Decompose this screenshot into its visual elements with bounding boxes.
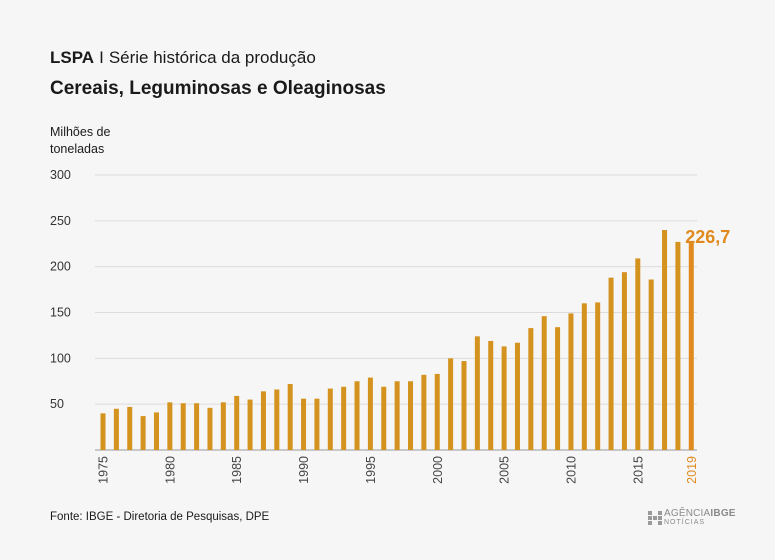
x-tick-label: 2010: [564, 456, 578, 484]
x-tick-label: 2005: [498, 456, 512, 484]
title-prefix: LSPA: [50, 48, 95, 67]
title-text: Série histórica da produção: [108, 48, 316, 67]
chart-subtitle: Cereais, Leguminosas e Oleaginosas: [50, 78, 386, 99]
bar-1995: [367, 377, 373, 450]
bar-2002: [461, 361, 467, 450]
title-separator: I: [99, 48, 104, 67]
bar-1987: [260, 391, 266, 450]
bar-1981: [180, 403, 186, 450]
logo-brand: AGÊNCIAIBGE: [664, 508, 736, 519]
bar-1988: [274, 389, 280, 450]
ibge-logo-icon: [648, 511, 662, 525]
y-tick-label: 50: [50, 397, 64, 411]
y-axis-unit-label: Milhões de toneladas: [50, 125, 111, 156]
bar-2006: [514, 342, 520, 450]
bar-1993: [341, 386, 347, 450]
bar-1977: [127, 406, 133, 450]
bar-1997: [394, 381, 400, 450]
bar-2003: [474, 336, 480, 450]
bar-1986: [247, 399, 253, 450]
bar-1980: [167, 402, 173, 450]
bar-2013: [608, 277, 614, 450]
x-tick-label: 1975: [97, 456, 111, 484]
bar-2015: [635, 258, 641, 450]
bar-2010: [568, 313, 574, 450]
bar-1998: [408, 381, 414, 450]
bar-1984: [220, 402, 226, 450]
agencia-ibge-logo: AGÊNCIAIBGE NOTÍCIAS: [648, 509, 736, 527]
bar-2000: [434, 373, 440, 450]
bar-1979: [153, 412, 159, 450]
x-tick-labels: 1975 1980 1985 1990 1995 2000 2005 2010 2015 2019: [97, 456, 699, 484]
y-tick-label: 150: [50, 306, 71, 320]
x-tick-label: 2019: [685, 456, 699, 484]
logo-sub: NOTÍCIAS: [664, 519, 706, 526]
bar-1992: [327, 388, 333, 450]
bar-2009: [555, 327, 561, 450]
source-note: Fonte: IBGE - Diretoria de Pesquisas, DP…: [50, 511, 270, 523]
bar-2005: [501, 346, 507, 450]
y-tick-label: 300: [50, 168, 71, 182]
bars: [100, 230, 694, 450]
x-tick-label: 1985: [230, 456, 244, 484]
bar-1991: [314, 398, 320, 450]
bar-1982: [194, 403, 200, 450]
bar-2007: [528, 328, 534, 450]
y-tick-label: 100: [50, 351, 71, 365]
bar-2019: [688, 242, 694, 450]
bar-1978: [140, 416, 146, 450]
bar-2014: [621, 272, 627, 450]
bar-1996: [381, 386, 387, 450]
bar-2004: [488, 340, 494, 450]
x-tick-label: 1990: [297, 456, 311, 484]
value-annotation-2019: 226,7: [685, 227, 730, 247]
bar-1990: [301, 398, 307, 450]
bar-2018: [675, 241, 681, 450]
bar-1999: [421, 374, 427, 450]
y-tick-labels: 50 100 150 200 250 300: [50, 168, 71, 411]
bar-2012: [595, 302, 601, 450]
bar-1989: [287, 384, 293, 450]
bar-1994: [354, 381, 360, 450]
x-tick-label: 2000: [431, 456, 445, 484]
bar-1983: [207, 407, 213, 450]
x-tick-label: 1980: [163, 456, 177, 484]
bar-2001: [448, 358, 454, 450]
annotation-group: 226,7: [685, 227, 730, 247]
bar-2008: [541, 316, 547, 450]
x-tick-label: 1995: [364, 456, 378, 484]
bar-2016: [648, 279, 654, 450]
bar-2011: [581, 303, 587, 450]
bar-1985: [234, 395, 240, 450]
bar-1976: [113, 408, 119, 450]
x-tick-label: 2015: [631, 456, 645, 484]
bar-2017: [662, 230, 668, 450]
chart-title: LSPA I Série histórica da produção: [50, 48, 316, 68]
y-tick-label: 250: [50, 214, 71, 228]
y-tick-label: 200: [50, 260, 71, 274]
bar-1975: [100, 413, 106, 450]
